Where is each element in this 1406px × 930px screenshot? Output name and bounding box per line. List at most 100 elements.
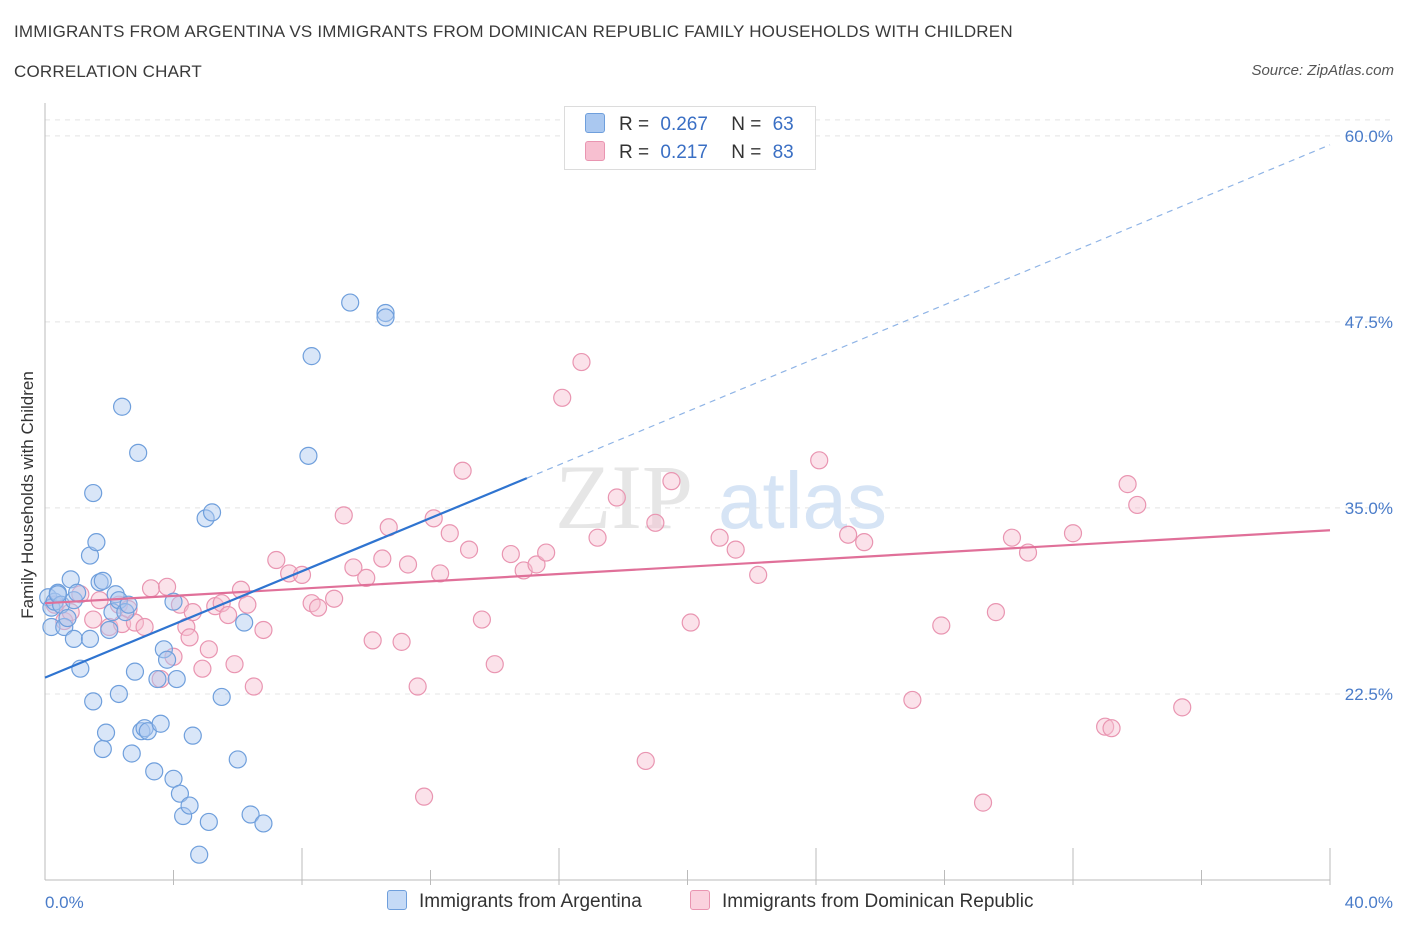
data-point-dominican: [726, 540, 745, 559]
data-point-dominican: [373, 549, 392, 568]
data-point-argentina: [254, 814, 273, 833]
data-point-dominican: [219, 605, 238, 625]
legend-n-label: N =: [731, 114, 762, 135]
data-point-argentina: [164, 592, 183, 611]
data-point-argentina: [212, 687, 231, 707]
y-axis-label: Family Households with Children: [18, 371, 37, 619]
data-point-dominican: [710, 528, 729, 547]
data-point-dominican: [84, 610, 103, 629]
data-point-argentina: [58, 608, 77, 628]
legend-r-value: 0.217: [660, 142, 708, 163]
legend-r-value: 0.267: [660, 114, 708, 135]
data-point-dominican: [810, 451, 829, 470]
data-point-argentina: [202, 503, 222, 522]
data-point-dominican: [903, 690, 922, 710]
data-point-argentina: [80, 629, 100, 648]
legend-swatch-argentina: [585, 113, 605, 133]
data-point-dominican: [1096, 717, 1115, 736]
data-point-argentina: [87, 533, 106, 552]
bottom-legend-swatch-dominican: [690, 890, 710, 910]
legend-row-dominican: R = 0.217 N = 83: [585, 141, 794, 165]
data-point-argentina: [96, 723, 116, 742]
data-point-dominican: [485, 655, 504, 674]
data-point-dominican: [414, 787, 434, 806]
data-point-dominican: [334, 506, 353, 525]
data-point-argentina: [119, 595, 138, 614]
data-point-dominican: [325, 589, 344, 608]
data-point-dominican: [855, 533, 874, 552]
data-point-dominican: [238, 595, 257, 614]
data-point-dominican: [662, 472, 681, 491]
chart-subtitle: CORRELATION CHART: [14, 62, 202, 81]
data-point-argentina: [42, 617, 61, 637]
series-dominican-republic: [45, 352, 1192, 812]
data-point-dominican: [1118, 475, 1137, 494]
data-point-dominican: [537, 543, 556, 562]
data-point-argentina: [190, 845, 209, 864]
data-point-argentina: [235, 613, 254, 632]
data-point-argentina: [93, 739, 112, 759]
data-point-dominican: [244, 677, 263, 696]
data-point-dominican: [646, 513, 665, 532]
legend-n-label: N =: [731, 142, 762, 163]
data-point-argentina: [64, 629, 84, 648]
bottom-legend-dominican: Immigrants from Dominican Republic: [690, 890, 1034, 913]
axes: [44, 103, 1331, 885]
trend-line-argentina-extension: [526, 144, 1331, 479]
legend-row-argentina: R = 0.267 N = 63: [585, 113, 794, 137]
x-tick-label: 0.0%: [45, 893, 84, 912]
data-point-argentina: [167, 669, 186, 689]
data-point-dominican: [267, 550, 286, 570]
source-label: Source: ZipAtlas.com: [1251, 62, 1394, 79]
data-point-argentina: [241, 805, 260, 824]
data-point-dominican: [839, 525, 858, 544]
data-point-dominican: [636, 751, 655, 771]
data-point-dominican: [453, 461, 472, 480]
data-point-argentina: [129, 443, 148, 462]
y-tick-label: 22.5%: [1345, 685, 1393, 704]
legend-swatch-dominican: [585, 141, 605, 161]
data-point-argentina: [170, 784, 190, 803]
data-point-dominican: [225, 655, 244, 674]
data-point-dominican: [193, 659, 212, 678]
bottom-legend-argentina: Immigrants from Argentina: [387, 890, 642, 913]
x-tick-label: 40.0%: [1345, 893, 1393, 912]
data-point-argentina: [228, 750, 247, 769]
data-point-dominican: [1063, 524, 1083, 543]
data-point-argentina: [93, 571, 112, 590]
y-tick-label: 35.0%: [1345, 499, 1393, 518]
data-point-dominican: [392, 632, 411, 651]
data-point-argentina: [112, 397, 132, 416]
data-point-argentina: [148, 669, 167, 689]
data-point-dominican: [572, 352, 591, 372]
data-point-argentina: [180, 796, 199, 815]
data-point-argentina: [48, 585, 67, 604]
legend-r-label: R =: [619, 142, 650, 163]
data-point-dominican: [986, 603, 1006, 622]
bottom-legend-swatch-argentina: [387, 890, 407, 910]
tick-labels: 22.5% 35.0% 47.5% 60.0% 0.0% 40.0%: [45, 127, 1393, 912]
data-point-argentina: [376, 308, 395, 327]
data-point-dominican: [681, 613, 700, 632]
data-point-argentina: [151, 714, 170, 733]
data-point-dominican: [1102, 719, 1121, 738]
data-point-dominican: [180, 628, 199, 647]
data-point-argentina: [154, 640, 173, 659]
bottom-legend-label-argentina: Immigrants from Argentina: [419, 891, 642, 912]
data-point-dominican: [553, 388, 572, 407]
watermark-zip: ZIP: [555, 446, 693, 548]
data-point-dominican: [141, 579, 161, 598]
data-point-dominican: [440, 524, 459, 543]
chart-title: IMMIGRANTS FROM ARGENTINA VS IMMIGRANTS …: [14, 22, 1013, 41]
data-point-argentina: [68, 583, 87, 602]
data-point-argentina: [174, 806, 193, 826]
data-point-dominican: [501, 544, 520, 564]
data-point-dominican: [308, 598, 328, 617]
data-point-dominican: [254, 620, 273, 640]
data-point-dominican: [398, 555, 418, 574]
data-point-dominican: [1173, 698, 1192, 717]
data-point-dominican: [357, 568, 376, 587]
trend-line-dominican: [44, 529, 1331, 605]
data-point-argentina: [299, 446, 318, 465]
